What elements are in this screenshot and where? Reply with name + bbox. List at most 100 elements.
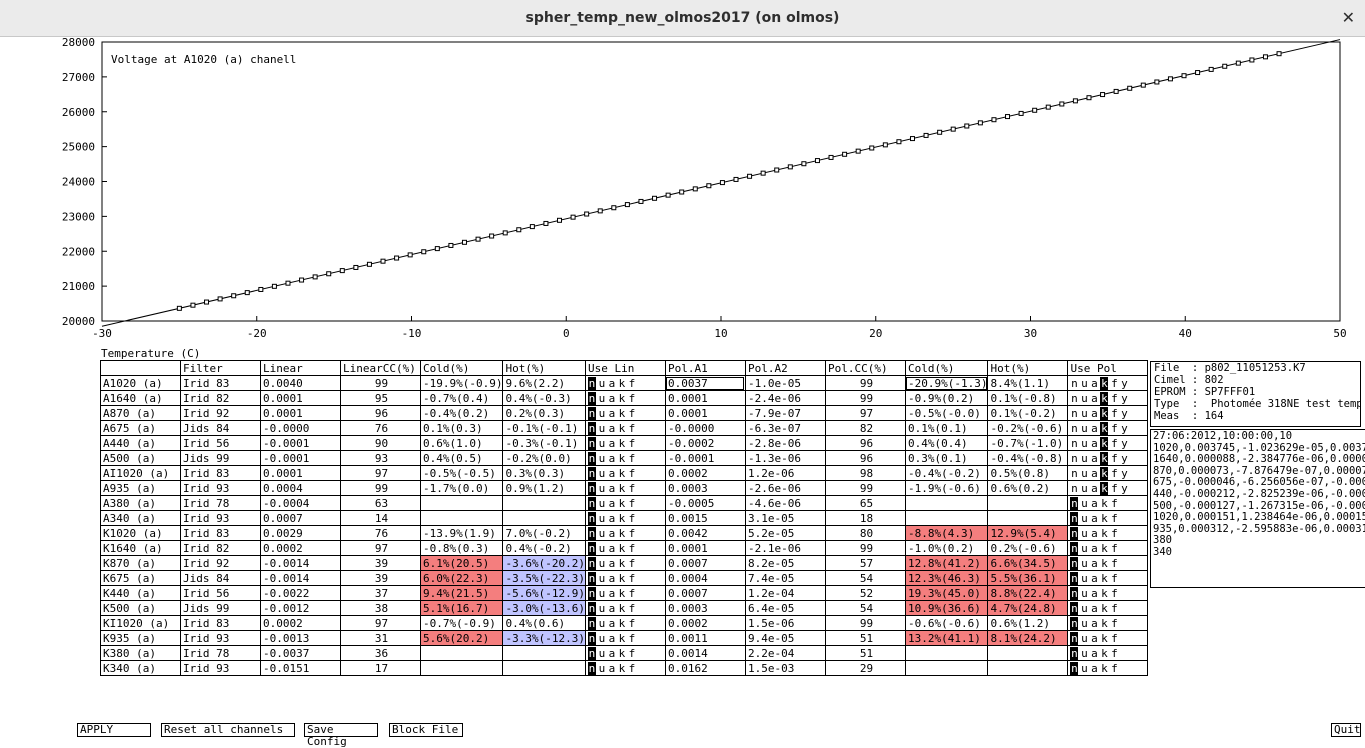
use-pol-flag-y[interactable]: y: [1121, 481, 1128, 495]
use-lin-flag-a[interactable]: a: [608, 481, 616, 495]
use-pol-flag-y[interactable]: y: [1121, 391, 1128, 405]
use-pol-flag-n[interactable]: n: [1070, 526, 1079, 540]
use-lin-flag-u[interactable]: u: [598, 631, 606, 645]
use-pol-flag-f[interactable]: f: [1111, 571, 1118, 585]
use-pol-flag-a[interactable]: a: [1091, 391, 1098, 405]
use-lin-flag-a[interactable]: a: [608, 496, 616, 510]
use-pol-flag-a[interactable]: a: [1091, 556, 1098, 570]
use-pol-flag-a[interactable]: a: [1091, 616, 1098, 630]
use-lin-flag-f[interactable]: f: [628, 406, 636, 420]
use-lin-flag-f[interactable]: f: [628, 391, 636, 405]
use-pol-flag-a[interactable]: a: [1091, 601, 1098, 615]
use-pol-flag-y[interactable]: y: [1121, 436, 1128, 450]
use-lin-flag-k[interactable]: k: [618, 661, 626, 675]
use-pol-flag-a[interactable]: a: [1091, 571, 1098, 585]
use-lin-flag-n[interactable]: n: [587, 496, 596, 510]
use-lin-flag-n[interactable]: n: [587, 451, 596, 465]
use-pol-flag-u[interactable]: u: [1081, 511, 1088, 525]
use-pol-flag-n[interactable]: n: [1070, 571, 1079, 585]
use-pol-flag-u[interactable]: u: [1081, 451, 1088, 465]
use-lin-flag-f[interactable]: f: [628, 376, 636, 390]
use-pol-flag-u[interactable]: u: [1081, 616, 1088, 630]
use-pol-flag-k[interactable]: k: [1100, 391, 1109, 405]
use-pol-flag-u[interactable]: u: [1081, 526, 1088, 540]
use-lin-flag-k[interactable]: k: [618, 406, 626, 420]
use-lin-flag-a[interactable]: a: [608, 541, 616, 555]
use-lin-flag-n[interactable]: n: [587, 526, 596, 540]
block-file-button[interactable]: Block File: [389, 723, 463, 737]
use-pol-flag-n[interactable]: n: [1070, 601, 1079, 615]
use-lin-flag-a[interactable]: a: [608, 451, 616, 465]
use-pol-flag-f[interactable]: f: [1111, 511, 1118, 525]
use-pol-flag-f[interactable]: f: [1111, 466, 1118, 480]
use-pol-flag-f[interactable]: f: [1111, 586, 1118, 600]
use-pol-flag-k[interactable]: k: [1101, 571, 1108, 585]
use-lin-flag-n[interactable]: n: [587, 406, 596, 420]
use-pol-flag-y[interactable]: y: [1121, 376, 1128, 390]
polynomial-output[interactable]: 27:06:2012,10:00:00,10 1020,0.003745,-1.0…: [1150, 429, 1365, 588]
use-lin-flag-k[interactable]: k: [618, 481, 626, 495]
use-lin-flag-a[interactable]: a: [608, 601, 616, 615]
use-lin-flag-u[interactable]: u: [598, 661, 606, 675]
use-lin-flag-u[interactable]: u: [598, 511, 606, 525]
use-lin-flag-n[interactable]: n: [587, 556, 596, 570]
use-pol-flag-k[interactable]: k: [1100, 421, 1109, 435]
use-pol-flag-f[interactable]: f: [1111, 631, 1118, 645]
use-lin-flag-u[interactable]: u: [598, 421, 606, 435]
use-lin-flag-u[interactable]: u: [598, 646, 606, 660]
use-lin-flag-u[interactable]: u: [598, 391, 606, 405]
use-pol-flag-f[interactable]: f: [1111, 646, 1118, 660]
use-pol-flag-u[interactable]: u: [1081, 571, 1088, 585]
close-icon[interactable]: ✕: [1341, 8, 1355, 27]
use-pol-flag-a[interactable]: a: [1091, 481, 1098, 495]
use-pol-flag-u[interactable]: u: [1081, 376, 1088, 390]
use-lin-flag-u[interactable]: u: [598, 526, 606, 540]
use-pol-flag-a[interactable]: a: [1091, 511, 1098, 525]
use-pol-flag-n[interactable]: n: [1071, 451, 1078, 465]
use-pol-flag-k[interactable]: k: [1101, 511, 1108, 525]
use-pol-flag-f[interactable]: f: [1111, 556, 1118, 570]
use-pol-flag-a[interactable]: a: [1091, 406, 1098, 420]
use-lin-flag-a[interactable]: a: [608, 556, 616, 570]
use-lin-flag-f[interactable]: f: [628, 631, 636, 645]
use-pol-flag-k[interactable]: k: [1101, 646, 1108, 660]
use-pol-flag-k[interactable]: k: [1101, 556, 1108, 570]
use-pol-flag-u[interactable]: u: [1081, 631, 1088, 645]
use-lin-flag-n[interactable]: n: [587, 661, 596, 675]
use-pol-flag-n[interactable]: n: [1071, 436, 1078, 450]
use-pol-flag-u[interactable]: u: [1081, 646, 1088, 660]
use-lin-flag-k[interactable]: k: [618, 511, 626, 525]
use-lin-flag-n[interactable]: n: [587, 646, 596, 660]
use-pol-flag-f[interactable]: f: [1111, 496, 1118, 510]
use-lin-flag-u[interactable]: u: [598, 571, 606, 585]
use-lin-flag-a[interactable]: a: [608, 571, 616, 585]
use-pol-flag-u[interactable]: u: [1081, 391, 1088, 405]
use-pol-flag-u[interactable]: u: [1081, 406, 1088, 420]
use-pol-flag-k[interactable]: k: [1100, 406, 1109, 420]
use-pol-flag-k[interactable]: k: [1101, 496, 1108, 510]
use-lin-flag-a[interactable]: a: [608, 526, 616, 540]
reset-all-channels-button[interactable]: Reset all channels: [161, 723, 295, 737]
use-lin-flag-n[interactable]: n: [587, 616, 596, 630]
use-pol-flag-y[interactable]: y: [1121, 451, 1128, 465]
use-pol-flag-k[interactable]: k: [1100, 451, 1109, 465]
use-pol-flag-n[interactable]: n: [1070, 586, 1079, 600]
use-lin-flag-f[interactable]: f: [628, 556, 636, 570]
use-pol-flag-a[interactable]: a: [1091, 586, 1098, 600]
use-lin-flag-f[interactable]: f: [628, 481, 636, 495]
